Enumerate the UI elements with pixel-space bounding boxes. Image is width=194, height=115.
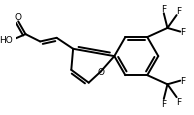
Text: F: F	[161, 99, 166, 108]
Text: F: F	[180, 28, 185, 37]
Text: F: F	[161, 5, 166, 14]
Text: F: F	[177, 7, 182, 16]
Text: O: O	[97, 68, 104, 76]
Text: HO: HO	[0, 36, 13, 45]
Text: F: F	[177, 97, 182, 106]
Text: O: O	[15, 13, 22, 22]
Text: F: F	[180, 76, 185, 85]
